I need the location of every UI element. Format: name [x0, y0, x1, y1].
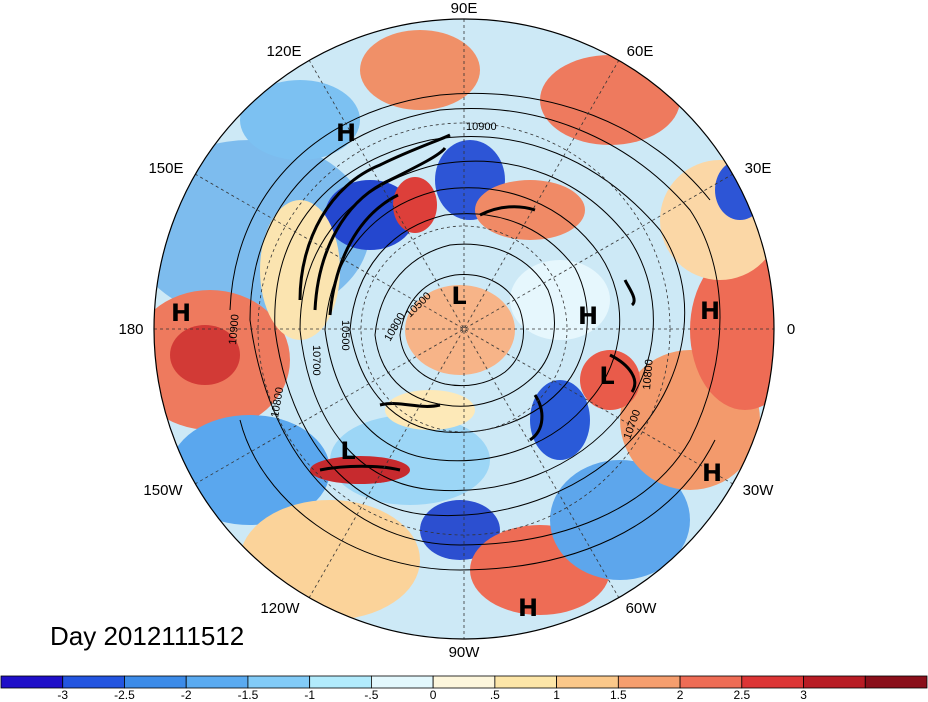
- high-marker: H: [518, 594, 538, 622]
- lon-label-0: 0: [787, 321, 795, 338]
- lon-label-30w: 30W: [743, 482, 775, 499]
- colorbar-tick-label: 2: [677, 688, 684, 702]
- graticule: [154, 19, 774, 639]
- colorbar-tick-label: -3: [57, 688, 68, 702]
- low-marker: L: [599, 362, 614, 390]
- colorbar-tick-label: .5: [490, 688, 500, 702]
- lon-label-90w: 90W: [449, 644, 481, 661]
- contour-label: 10800: [641, 359, 656, 391]
- lon-label-120w: 120W: [260, 600, 300, 617]
- high-marker: H: [578, 302, 598, 330]
- colorbar-boxes: [0, 675, 928, 689]
- high-marker: H: [700, 297, 720, 325]
- colorbar: -3 -2.5 -2 -1.5 -1 -.5 0 .5 1 1.5 2 2.5 3: [0, 675, 928, 702]
- colorbar-ticks: -3 -2.5 -2 -1.5 -1 -.5 0 .5 1 1.5 2 2.5 3: [57, 688, 807, 702]
- colorbar-box: [309, 675, 372, 689]
- low-marker: L: [451, 282, 466, 310]
- jet-contours: [298, 133, 637, 472]
- contour-label: 10500: [339, 320, 351, 351]
- colorbar-box: [124, 675, 187, 689]
- longitude-labels: 90E 60E 30E 0 30W 60W 90W 120W 150W 180 …: [118, 0, 795, 661]
- colorbar-tick-label: 2.5: [733, 688, 750, 702]
- height-contours: [229, 92, 721, 571]
- low-marker: L: [340, 437, 355, 465]
- lon-label-150e: 150E: [148, 160, 183, 177]
- contour-label: 10800: [269, 386, 286, 418]
- colorbar-tick-label: 1: [553, 688, 560, 702]
- lon-label-120e: 120E: [266, 43, 301, 60]
- colorbar-tick-label: 0: [430, 688, 437, 702]
- colorbar-box: [62, 675, 125, 689]
- colorbar-box: [864, 675, 928, 689]
- contour-label: 10900: [466, 121, 497, 133]
- lon-label-180: 180: [118, 321, 143, 338]
- lon-label-30e: 30E: [745, 160, 772, 177]
- colorbar-box: [494, 675, 558, 689]
- colorbar-box: [247, 675, 311, 689]
- colorbar-box: [803, 675, 866, 689]
- colorbar-box: [556, 675, 619, 689]
- high-marker: H: [702, 459, 722, 487]
- lon-label-60e: 60E: [627, 43, 654, 60]
- colorbar-box: [679, 675, 743, 689]
- colorbar-tick-label: -2: [181, 688, 192, 702]
- lon-label-90e: 90E: [451, 0, 478, 17]
- colorbar-box: [0, 675, 64, 689]
- colorbar-box: [432, 675, 496, 689]
- colorbar-tick-label: -1: [304, 688, 315, 702]
- colorbar-tick-label: 3: [800, 688, 807, 702]
- colorbar-tick-label: -2.5: [114, 688, 135, 702]
- day-title: Day 2012111512: [50, 621, 244, 651]
- high-marker: H: [171, 299, 191, 327]
- high-marker: H: [336, 119, 356, 147]
- colorbar-box: [185, 675, 249, 689]
- colorbar-box: [617, 675, 681, 689]
- contour-label: 10900: [227, 314, 242, 346]
- colorbar-box: [370, 675, 434, 689]
- map-boundary: [153, 18, 775, 640]
- colorbar-box: [741, 675, 804, 689]
- lon-label-150w: 150W: [143, 482, 183, 499]
- pressure-system-markers: H H L H H L H H L: [171, 119, 722, 622]
- colorbar-tick-label: 1.5: [610, 688, 627, 702]
- lon-label-60w: 60W: [626, 600, 658, 617]
- colorbar-tick-label: -.5: [364, 688, 378, 702]
- colorbar-tick-label: -1.5: [238, 688, 259, 702]
- contour-label: 10700: [310, 345, 322, 376]
